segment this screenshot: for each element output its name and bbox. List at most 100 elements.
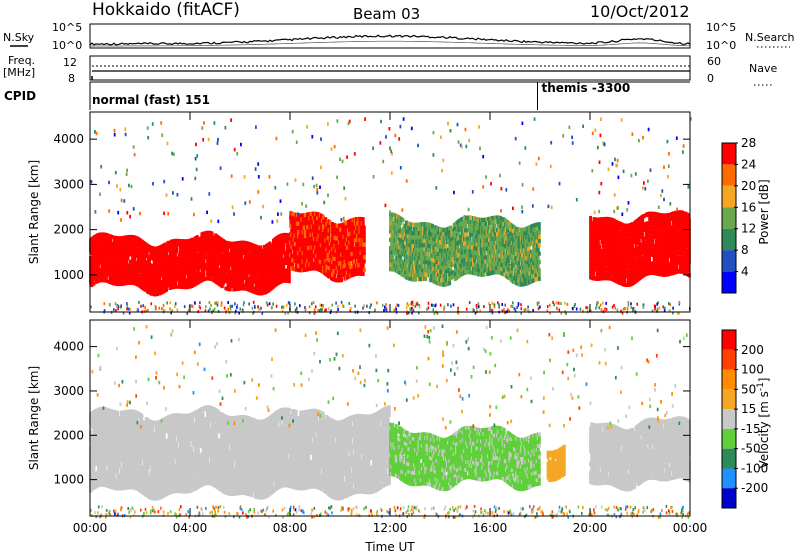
data-cell [469,215,473,220]
data-cell [102,250,106,254]
data-cell [358,237,362,243]
data-cell [125,263,129,268]
data-cell [235,269,239,274]
data-cell [202,274,206,278]
data-cell [287,269,291,273]
data-cell [124,281,128,286]
data-cell [190,277,194,281]
data-cell [302,259,306,264]
data-cell [511,237,515,242]
data-cell [158,256,162,260]
data-cell [257,273,261,278]
data-cell [111,256,115,261]
nsearch-trace [90,40,690,47]
data-cell [537,276,541,281]
data-cell [407,272,411,277]
data-cell [233,262,237,267]
data-cell [470,241,474,246]
data-cell [210,274,214,278]
data-cell [401,272,405,278]
date-title: 10/Oct/2012 [590,2,690,21]
data-cell [244,287,248,291]
data-cell [431,224,434,229]
data-cell [507,254,511,259]
data-cell [193,268,197,273]
data-cell [495,253,499,258]
data-cell [610,240,614,245]
data-cell [240,254,244,259]
data-cell [294,229,298,234]
data-cell [341,256,345,261]
data-cell [128,238,132,243]
cpid-segment-themis: themis -3300 [542,81,631,95]
data-cell [362,242,366,247]
data-cell [260,291,264,296]
data-cell [342,272,346,277]
data-cell [299,234,303,239]
data-cell [524,243,528,249]
data-cell [97,279,100,283]
data-cell [226,248,230,252]
data-cell [348,253,352,258]
data-cell [105,272,108,276]
data-cell [430,278,433,283]
data-cell [536,255,540,261]
data-cell [299,213,303,218]
data-cell [398,224,402,229]
data-cell [136,272,140,277]
data-cell [287,279,291,284]
data-cell [140,242,144,247]
data-cell [483,251,487,256]
data-cell [390,246,394,251]
data-cell [411,231,415,236]
data-cell [203,263,207,267]
data-cell [351,243,355,248]
data-cell [164,256,167,261]
data-cell [362,225,366,230]
data-cell [173,242,177,247]
data-cell [177,253,181,257]
data-cell [215,241,219,245]
data-cell [432,241,436,246]
data-cell [362,246,366,251]
data-cell [287,276,291,280]
data-cell [237,251,241,256]
data-cell [282,247,286,251]
data-cell [162,246,166,251]
data-cell [248,277,252,282]
data-cell [93,270,97,274]
data-cell [110,235,114,239]
data-cell [205,252,208,256]
data-cell [618,230,622,236]
data-cell [268,241,272,246]
data-cell [333,231,337,236]
data-cell [361,221,365,226]
data-cell [91,239,95,244]
data-cell [306,216,309,221]
data-cell [519,282,523,287]
data-cell [350,252,354,257]
data-cell [535,239,539,244]
data-cell [181,249,184,254]
data-cell [127,270,131,275]
data-cell [137,244,141,249]
data-cell [187,249,191,254]
data-cell [95,254,99,259]
data-cell [324,217,328,222]
data-cell [592,226,596,231]
data-cell [412,264,416,269]
data-cell [141,247,145,251]
data-cell [214,272,217,277]
data-cell [300,247,304,252]
data-cell [457,232,461,237]
data-cell [115,243,119,247]
data-cell [537,234,541,239]
data-cell [202,231,206,235]
freq-panel [89,55,691,81]
data-cell [507,275,511,280]
data-cell [122,264,125,268]
data-cell [441,265,445,270]
data-cell [231,241,234,246]
data-cell [418,243,422,248]
data-cell [98,243,102,247]
